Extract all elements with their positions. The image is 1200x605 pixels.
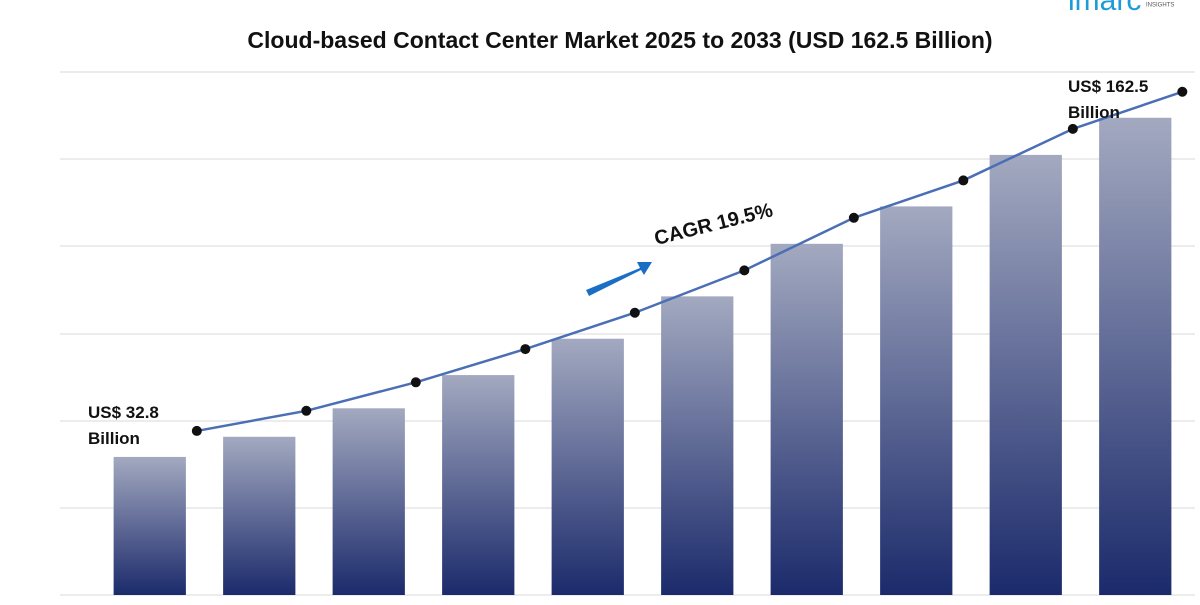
logo-sub: INSIGHTS xyxy=(1146,3,1174,9)
trend-point xyxy=(739,265,750,276)
cagr-label: CAGR 19.5% xyxy=(652,199,775,250)
trend-point xyxy=(848,212,859,223)
bar xyxy=(442,375,515,595)
bar xyxy=(1099,117,1172,595)
trend-point xyxy=(301,405,312,416)
chart-title: Cloud-based Contact Center Market 2025 t… xyxy=(247,27,992,53)
trend-point xyxy=(520,344,531,355)
trend-point xyxy=(410,377,421,388)
value-label-line: Billion xyxy=(1068,103,1120,122)
logo: imarc xyxy=(1068,0,1141,17)
trend-point xyxy=(958,175,969,186)
trend-point xyxy=(1177,86,1188,97)
value-label: US$ 32.8 Billion xyxy=(88,403,159,448)
cagr-arrow xyxy=(586,262,652,296)
bar xyxy=(551,338,624,595)
trend-line xyxy=(196,90,1183,433)
trend-point xyxy=(191,425,202,436)
bar xyxy=(989,154,1062,595)
value-label: US$ 162.5 Billion xyxy=(1068,77,1148,122)
trend-point xyxy=(629,307,640,318)
bar xyxy=(223,436,296,595)
bar xyxy=(880,206,953,595)
bar xyxy=(332,408,405,595)
trend-point xyxy=(1067,123,1078,134)
value-label-line: US$ 162.5 xyxy=(1068,77,1148,96)
bar xyxy=(661,296,734,595)
bar xyxy=(770,243,843,596)
value-label-line: US$ 32.8 xyxy=(88,403,159,422)
value-label-line: Billion xyxy=(88,429,140,448)
bar xyxy=(113,456,186,595)
